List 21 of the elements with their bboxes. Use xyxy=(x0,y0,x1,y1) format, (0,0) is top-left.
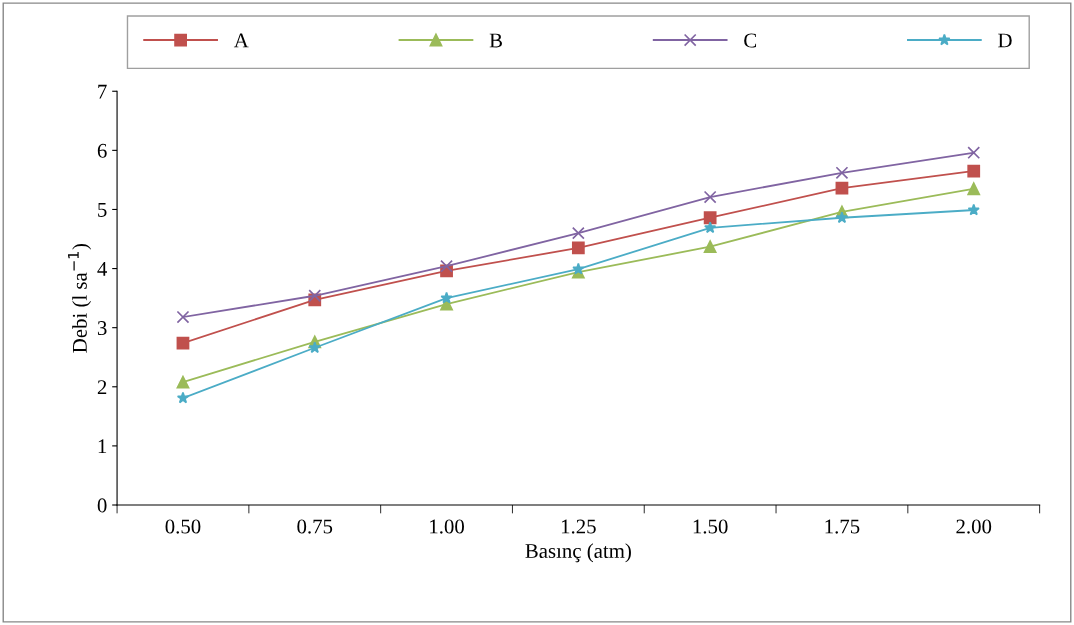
x-tick-label: 1.50 xyxy=(693,519,728,534)
x-tick-label: 1.00 xyxy=(430,519,464,534)
x-tick-label: 2.00 xyxy=(956,519,992,534)
y-tick-label: 5 xyxy=(98,203,107,217)
legend-label: D xyxy=(998,33,1012,48)
y-tick-label: 0 xyxy=(97,498,107,513)
y-tick-label: 4 xyxy=(97,262,108,276)
x-axis-title: Basınç (atm) xyxy=(525,543,631,563)
y-tick-label: 7 xyxy=(98,84,107,99)
y-tick-label: 6 xyxy=(97,143,107,158)
legend-label: C xyxy=(744,33,757,48)
y-tick-label: 3 xyxy=(97,321,107,336)
y-tick-label: 2 xyxy=(97,380,107,395)
y-tick-label: 1 xyxy=(98,439,107,454)
y-axis-title: Debi (l sa$^{−1}$) xyxy=(68,243,92,353)
legend-label: A xyxy=(233,33,249,48)
x-tick-label: 0.50 xyxy=(165,519,201,534)
x-tick-label: 1.75 xyxy=(825,519,860,534)
legend-label: B xyxy=(489,33,502,48)
x-tick-label: 0.75 xyxy=(297,519,333,534)
x-tick-label: 1.25 xyxy=(561,519,596,534)
